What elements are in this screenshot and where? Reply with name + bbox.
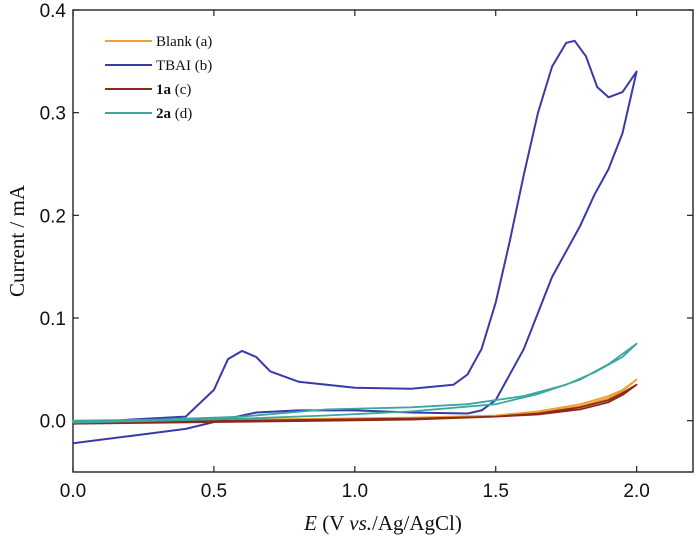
x-axis-title: E (V vs./Ag/AgCl) xyxy=(303,511,462,535)
x-axis-title-ref: /Ag/AgCl) xyxy=(372,511,462,535)
x-tick-label: 0.0 xyxy=(60,481,86,502)
x-axis-title-part: (V xyxy=(317,511,349,535)
axis-tick-labels: 0.0 0.5 1.0 1.5 2.0 0.0 0.1 0.2 0.3 0.4 xyxy=(40,1,650,502)
series-line-blank xyxy=(72,378,638,424)
x-tick-label: 2.0 xyxy=(623,481,649,502)
legend-label-tbai: TBAI (b) xyxy=(156,58,212,74)
series-line-2a xyxy=(72,342,638,424)
x-axis-title-symbol: E xyxy=(303,511,317,535)
legend-label-1a: 1a (c) xyxy=(156,82,191,98)
legend-item-tbai: TBAI (b) xyxy=(105,58,212,74)
x-axis-title-vs: vs. xyxy=(349,511,372,535)
legend-item-1a: 1a (c) xyxy=(105,82,191,98)
y-tick-label: 0.3 xyxy=(40,104,66,125)
series-layer xyxy=(72,39,638,445)
y-tick-label: 0.4 xyxy=(40,1,67,22)
legend-item-blank: Blank (a) xyxy=(105,34,212,50)
y-tick-label: 0.0 xyxy=(40,412,66,433)
series-line-tbai xyxy=(72,39,638,445)
x-tick-label: 1.5 xyxy=(483,481,509,502)
y-tick-label: 0.2 xyxy=(40,206,66,227)
series-line-1a xyxy=(72,383,638,425)
legend-item-2a: 2a (d) xyxy=(105,106,192,122)
axis-ticks xyxy=(72,9,693,472)
plot-frame xyxy=(72,9,694,473)
y-tick-label: 0.1 xyxy=(40,309,66,330)
legend-label-blank: Blank (a) xyxy=(156,34,212,50)
legend: Blank (a) TBAI (b) 1a (c) 2a (d) xyxy=(105,34,212,122)
legend-label-2a: 2a (d) xyxy=(156,106,192,122)
x-tick-label: 1.0 xyxy=(342,481,368,502)
y-axis-title: Current / mA xyxy=(5,184,29,297)
x-tick-label: 0.5 xyxy=(201,481,227,502)
